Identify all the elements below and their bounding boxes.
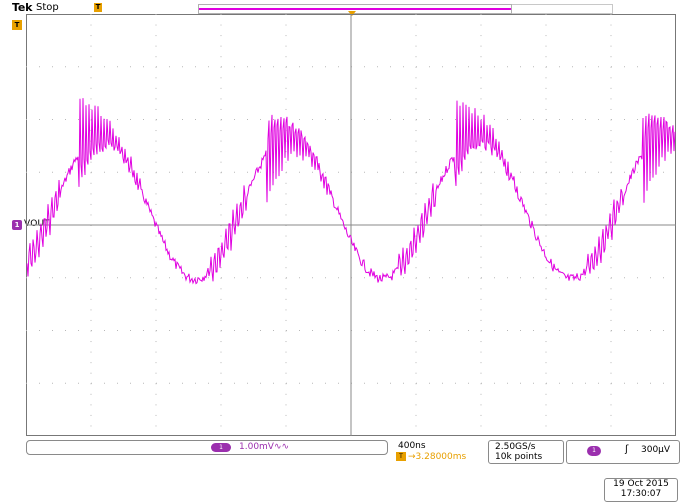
timebase-readout[interactable]: 400ns T →3.28000ms xyxy=(392,440,484,462)
channel1-ground-marker[interactable]: 1 xyxy=(12,220,22,230)
graticule xyxy=(26,14,676,436)
trigger-level-marker[interactable]: T xyxy=(12,20,22,30)
timebase: 400ns xyxy=(398,441,426,451)
rising-edge-icon: ʃ xyxy=(625,444,629,455)
sample-rate: 2.50GS/s xyxy=(495,442,536,452)
brand-logo: Tek xyxy=(12,1,33,14)
trigger-readout[interactable]: 1 ʃ 300µV xyxy=(566,440,680,464)
record-length: 10k points xyxy=(495,452,543,462)
channel-chip: 1 xyxy=(211,443,231,452)
waveform-trace xyxy=(26,98,676,285)
channel-scale: 1.00mV∿∿ xyxy=(239,442,290,452)
date: 19 Oct 2015 xyxy=(613,479,669,489)
trigger-level: 300µV xyxy=(641,445,671,455)
trigger-position-icon xyxy=(348,11,356,16)
channel-scale-readout[interactable]: 1 1.00mV∿∿ xyxy=(26,440,388,455)
record-view-window xyxy=(199,8,511,10)
trigger-channel-chip: 1 xyxy=(587,446,601,456)
trigger-marker-icon: T xyxy=(94,3,102,12)
trigger-position-chip: T xyxy=(396,452,406,461)
graticule-svg xyxy=(26,14,676,436)
date-time-readout: 19 Oct 2015 17:30:07 xyxy=(604,478,678,502)
run-state: Stop xyxy=(36,2,59,13)
trigger-position: →3.28000ms xyxy=(408,452,467,462)
record-view-remainder xyxy=(512,4,613,14)
top-status-bar: Tek Stop T xyxy=(0,0,684,16)
time: 17:30:07 xyxy=(620,489,662,499)
channel-label: VOUT xyxy=(24,219,50,229)
acquisition-readout[interactable]: 2.50GS/s 10k points xyxy=(488,440,564,464)
